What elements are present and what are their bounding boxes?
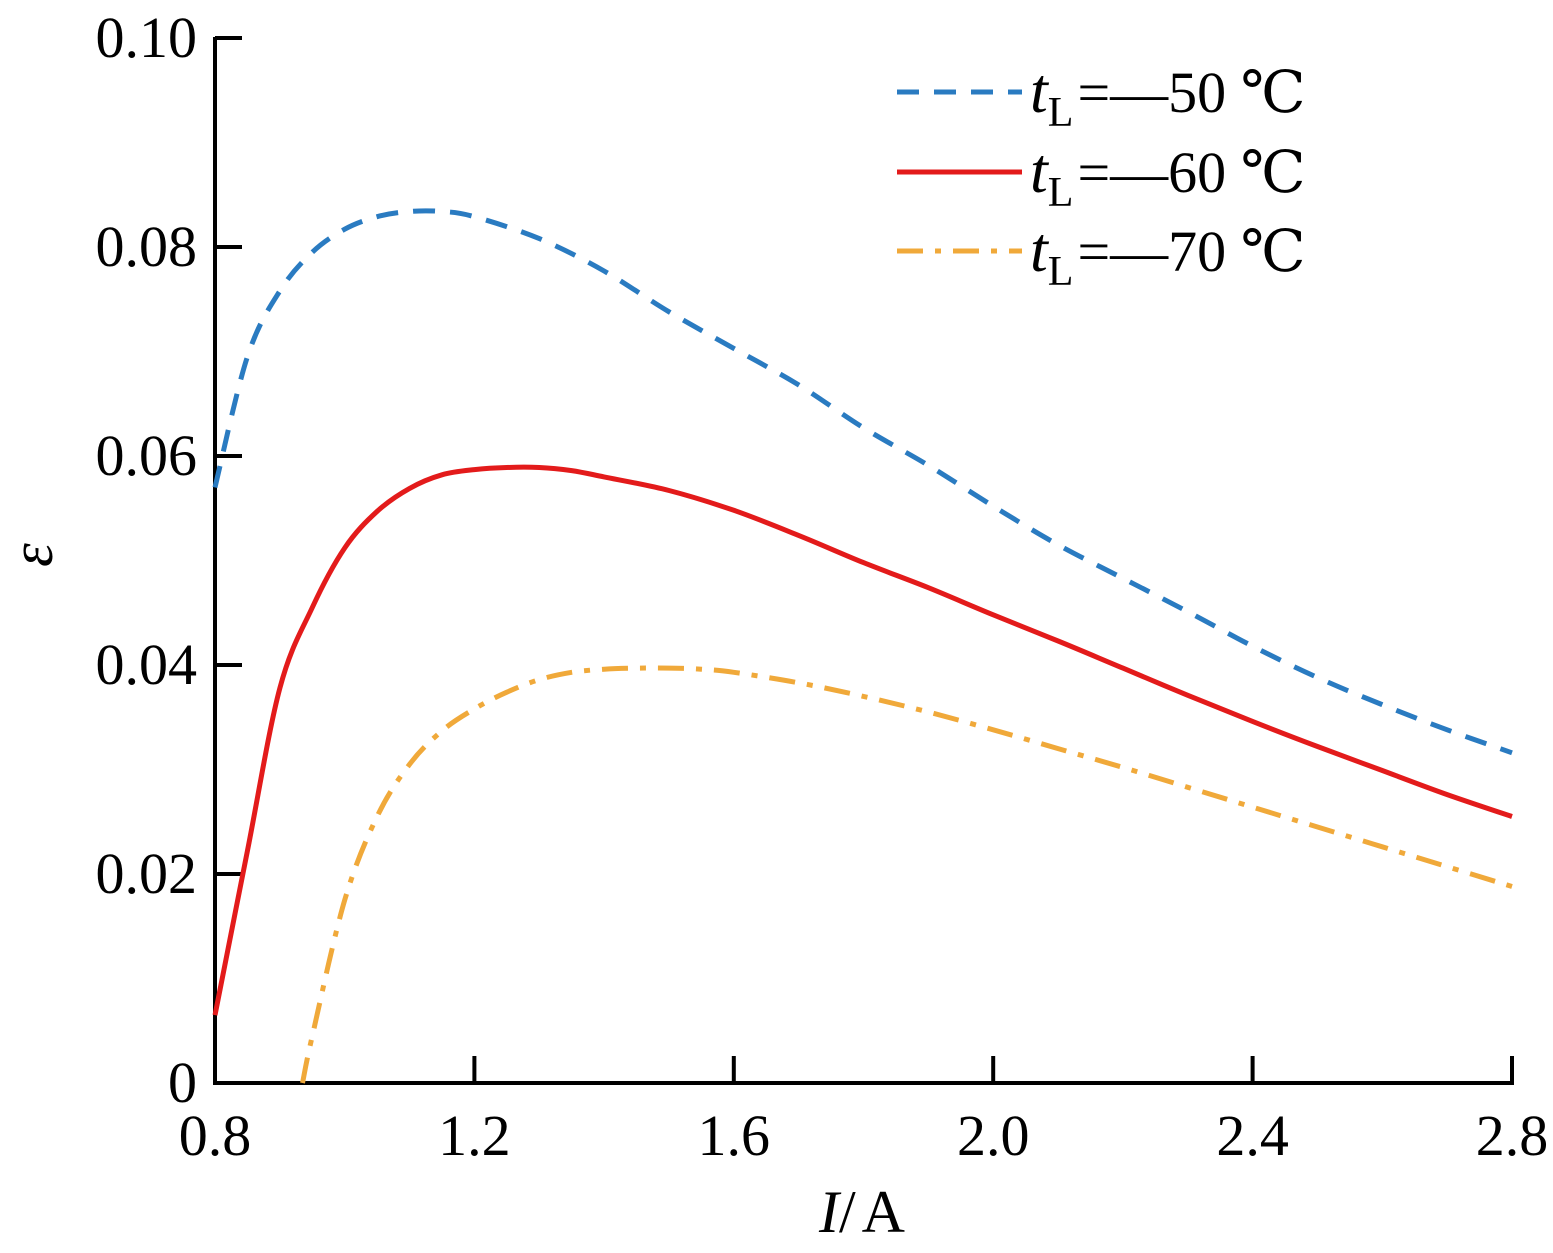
legend-label-2: tL=—60 ℃ [1030, 135, 1306, 216]
x-axis-title-symbol: I [818, 1179, 842, 1245]
y-tick-label: 0.02 [96, 841, 198, 906]
x-axis-title: I/A [818, 1179, 905, 1245]
series-line-2 [212, 464, 1513, 1016]
y-tick-label: 0 [168, 1050, 197, 1115]
x-tick-label: 1.6 [698, 1103, 771, 1168]
x-tick-label: 1.2 [438, 1103, 511, 1168]
x-axis-title-unit: A [862, 1179, 905, 1245]
axes: 0 0.02 0.04 0.06 0.08 0.10 0.8 1.2 1.6 2.0 2.4 2.8 [96, 5, 1549, 1168]
y-axis-title: ε [0, 543, 65, 567]
legend-label-3: tL=—70 ℃ [1030, 214, 1306, 295]
legend-label-1: tL=—50 ℃ [1030, 55, 1306, 136]
y-tick-label: 0.10 [96, 5, 198, 70]
y-tick-label: 0.06 [96, 423, 198, 488]
x-tick-label: 2.0 [957, 1103, 1030, 1168]
x-tick-label: 2.4 [1216, 1103, 1289, 1168]
x-tick-label: 0.8 [179, 1103, 252, 1168]
series-line-1 [212, 208, 1513, 756]
x-axis-title-separator: / [839, 1179, 856, 1245]
series-layer [212, 208, 1513, 1084]
y-tick-label: 0.08 [96, 214, 198, 279]
y-tick-label: 0.04 [96, 632, 198, 697]
series-line-3 [300, 665, 1513, 1084]
x-tick-label: 2.8 [1476, 1103, 1549, 1168]
legend: tL=—50 ℃tL=—60 ℃tL=—70 ℃ [897, 55, 1306, 295]
